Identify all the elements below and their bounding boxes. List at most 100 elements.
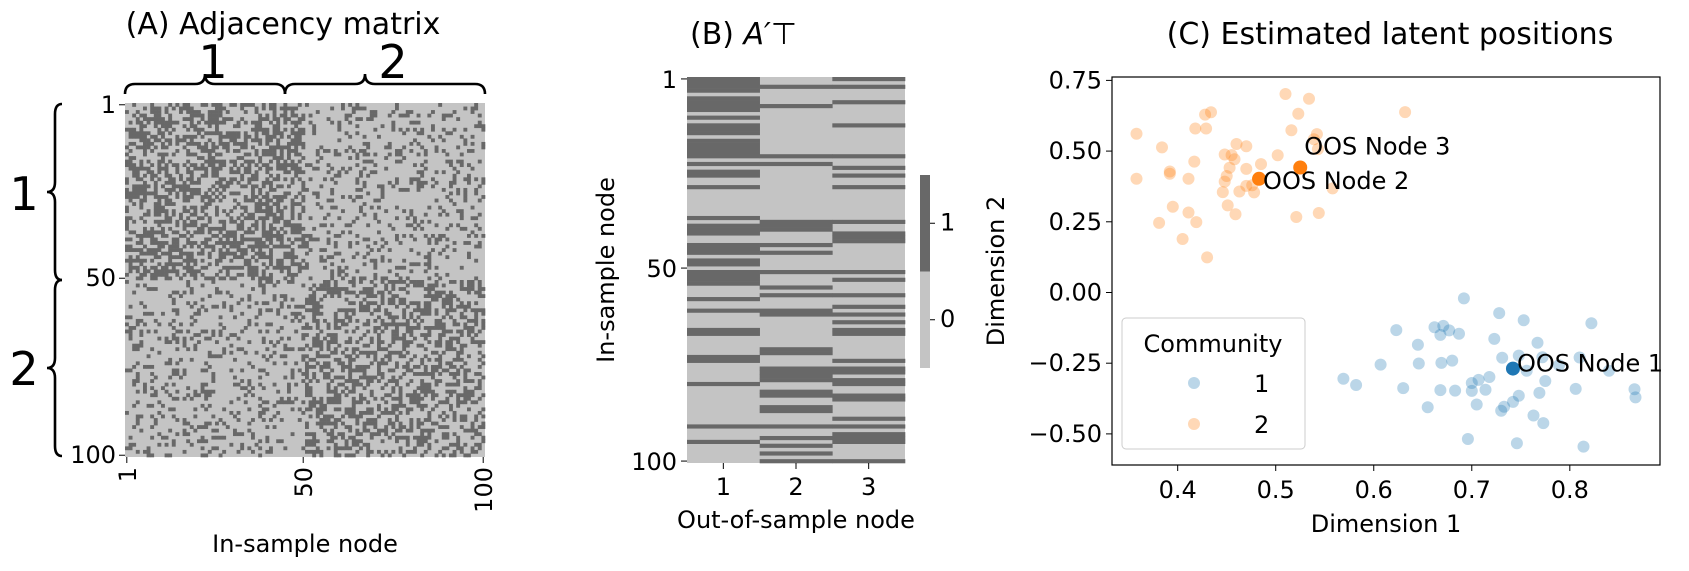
heatmap-cell bbox=[254, 127, 259, 132]
oos-node-marker bbox=[1505, 361, 1520, 376]
heatmap-cell bbox=[261, 152, 266, 157]
heatmap-cell bbox=[218, 258, 223, 263]
brace-left-1 bbox=[46, 102, 63, 282]
heatmap-cell bbox=[157, 219, 162, 224]
heatmap-cell bbox=[254, 110, 259, 114]
heatmap-cell bbox=[211, 435, 216, 440]
point-community-2 bbox=[1290, 211, 1303, 223]
heatmap-cell bbox=[279, 113, 284, 118]
heatmap-cell bbox=[247, 134, 252, 139]
heatmap-cell bbox=[459, 418, 464, 422]
heatmap-cell bbox=[481, 287, 486, 291]
heatmap-cell bbox=[369, 410, 374, 415]
heatmap-cell bbox=[179, 329, 183, 334]
heatmap-cell bbox=[391, 127, 396, 132]
heatmap-cell bbox=[135, 255, 140, 260]
heatmap-cell bbox=[204, 145, 209, 150]
heatmap-cell bbox=[168, 340, 173, 345]
heatmap-cell bbox=[179, 177, 183, 182]
heatmap-cell bbox=[276, 209, 281, 214]
heatmap-cell bbox=[405, 449, 410, 454]
heatmap-cell bbox=[362, 141, 367, 146]
heatmap-cell bbox=[449, 308, 453, 313]
heatmap-cell bbox=[207, 163, 212, 168]
heatmap-cell bbox=[261, 117, 266, 121]
heatmap-cell bbox=[413, 216, 417, 221]
heatmap-cell bbox=[171, 152, 176, 157]
heatmap-cell bbox=[373, 127, 378, 132]
heatmap-cell bbox=[377, 336, 381, 341]
heatmap-cell bbox=[319, 343, 324, 348]
heatmap-cell bbox=[146, 212, 151, 217]
heatmap-cell bbox=[265, 372, 270, 376]
heatmap-cell bbox=[366, 237, 371, 242]
heatmap-cell bbox=[251, 237, 255, 242]
heatmap-cell bbox=[384, 400, 389, 405]
heatmap-cell bbox=[135, 170, 140, 175]
heatmap-cell bbox=[387, 141, 392, 146]
heatmap-cell bbox=[153, 251, 158, 256]
heatmap-cell bbox=[157, 442, 162, 447]
heatmap-cell bbox=[333, 435, 338, 440]
heatmap-cell bbox=[305, 382, 309, 387]
heatmap-cell bbox=[333, 173, 338, 178]
heatmap-cell bbox=[344, 425, 349, 429]
heatmap-cell bbox=[308, 432, 313, 437]
heatmap-cell bbox=[405, 318, 410, 323]
heatmap-cell bbox=[218, 184, 223, 189]
heatmap-cell bbox=[366, 375, 371, 380]
heatmap-cell bbox=[333, 280, 338, 284]
heatmap-cell bbox=[326, 340, 331, 345]
heatmap-cell bbox=[373, 418, 378, 422]
heatmap-cell bbox=[265, 202, 270, 206]
heatmap-cell bbox=[186, 283, 191, 288]
heatmap-cell bbox=[474, 372, 479, 376]
heatmap-cell bbox=[359, 382, 363, 387]
heatmap-cell bbox=[204, 425, 209, 429]
heatmap-cell bbox=[211, 191, 216, 196]
point-community-1 bbox=[1479, 383, 1492, 396]
heatmap-cell bbox=[189, 205, 194, 210]
heatmap-cell bbox=[384, 410, 389, 415]
heatmap-cell bbox=[413, 308, 417, 313]
heatmap-cell bbox=[387, 418, 392, 422]
heatmap-cell bbox=[168, 375, 173, 380]
heatmap-cell bbox=[179, 294, 183, 298]
heatmap-cell bbox=[413, 326, 417, 330]
heatmap-cell bbox=[377, 432, 381, 437]
heatmap-cell bbox=[279, 156, 284, 160]
heatmap-cell bbox=[326, 446, 331, 451]
heatmap-cell bbox=[312, 283, 317, 288]
heatmap-cell bbox=[366, 364, 371, 369]
heatmap-cell bbox=[139, 428, 144, 433]
heatmap-cell bbox=[384, 322, 389, 327]
heatmap-cell bbox=[384, 449, 389, 454]
heatmap-cell bbox=[420, 386, 425, 391]
heatmap-cell bbox=[207, 195, 212, 199]
heatmap-cell bbox=[308, 287, 313, 291]
heatmap-cell bbox=[265, 276, 270, 281]
heatmap-cell bbox=[326, 343, 331, 348]
heatmap-cell bbox=[449, 180, 453, 185]
heatmap-cell bbox=[395, 364, 399, 369]
heatmap-cell bbox=[139, 205, 144, 210]
heatmap-cell bbox=[251, 432, 255, 437]
heatmap-cell bbox=[236, 396, 241, 401]
heatmap-cell bbox=[294, 134, 299, 139]
heatmap-cell bbox=[139, 343, 144, 348]
heatmap-cell bbox=[132, 103, 137, 107]
heatmap-cell bbox=[247, 103, 252, 107]
ytick-label: −0.50 bbox=[1028, 420, 1102, 448]
heatmap-cell bbox=[128, 195, 133, 199]
heatmap-cell bbox=[312, 357, 317, 362]
heatmap-cell bbox=[384, 308, 389, 313]
heatmap-cell bbox=[413, 318, 417, 323]
heatmap-cell bbox=[431, 389, 435, 394]
heatmap-cell bbox=[463, 198, 468, 203]
heatmap-cell bbox=[236, 134, 241, 139]
heatmap-cell bbox=[132, 202, 137, 206]
heatmap-cell bbox=[369, 393, 374, 398]
heatmap-cell bbox=[301, 145, 306, 150]
heatmap-cell bbox=[369, 350, 374, 355]
heatmap-cell bbox=[438, 414, 443, 419]
